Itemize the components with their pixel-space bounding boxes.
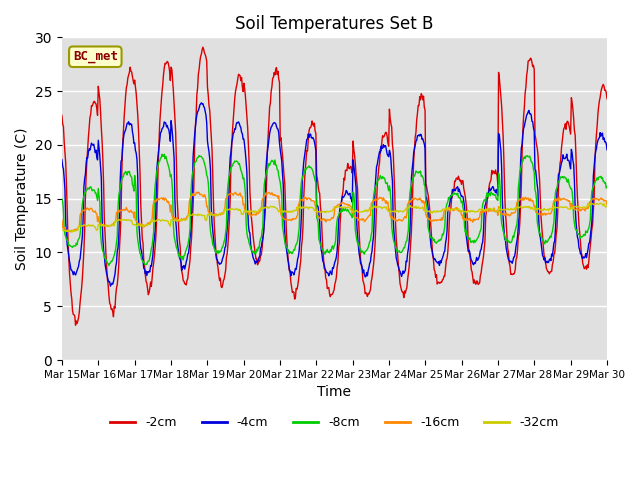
-8cm <box>105 263 113 268</box>
-8cm <box>418 173 426 179</box>
Legend: -2cm, -4cm, -8cm, -16cm, -32cm: -2cm, -4cm, -8cm, -16cm, -32cm <box>105 411 564 434</box>
-2cm <box>72 322 79 328</box>
-2cm <box>199 44 207 50</box>
-4cm <box>58 156 66 162</box>
-8cm <box>603 184 611 190</box>
-4cm <box>68 267 76 273</box>
-32cm <box>209 212 216 217</box>
-8cm <box>403 239 410 244</box>
-32cm <box>603 204 611 209</box>
-2cm <box>58 113 66 119</box>
-8cm <box>125 169 132 175</box>
Title: Soil Temperatures Set B: Soil Temperatures Set B <box>236 15 434 33</box>
-16cm <box>418 200 426 205</box>
-32cm <box>596 200 604 206</box>
-16cm <box>603 202 611 207</box>
Line: -32cm: -32cm <box>62 203 607 232</box>
-2cm <box>418 93 426 98</box>
-4cm <box>603 147 611 153</box>
-4cm <box>198 100 205 106</box>
-4cm <box>180 263 188 268</box>
Line: -16cm: -16cm <box>62 192 607 232</box>
-16cm <box>210 213 218 219</box>
-2cm <box>68 296 76 302</box>
-8cm <box>58 196 66 202</box>
-2cm <box>125 72 132 78</box>
-16cm <box>403 215 410 221</box>
-32cm <box>68 228 76 234</box>
Line: -4cm: -4cm <box>62 103 607 286</box>
-32cm <box>180 217 188 223</box>
-8cm <box>158 151 166 157</box>
Line: -8cm: -8cm <box>62 154 607 265</box>
-8cm <box>210 242 218 248</box>
-32cm <box>68 229 76 235</box>
-2cm <box>403 287 410 293</box>
-16cm <box>67 229 75 235</box>
-8cm <box>68 244 76 250</box>
-32cm <box>125 217 132 223</box>
X-axis label: Time: Time <box>317 385 351 399</box>
-16cm <box>68 228 76 234</box>
Text: BC_met: BC_met <box>73 50 118 63</box>
-4cm <box>210 236 218 242</box>
-4cm <box>418 136 426 142</box>
-32cm <box>401 207 409 213</box>
Y-axis label: Soil Temperature (C): Soil Temperature (C) <box>15 127 29 270</box>
-16cm <box>180 216 188 222</box>
-2cm <box>180 278 188 284</box>
-4cm <box>107 283 115 289</box>
-32cm <box>58 228 66 233</box>
-32cm <box>417 205 425 211</box>
-4cm <box>125 119 132 125</box>
-4cm <box>403 258 410 264</box>
-8cm <box>181 252 189 258</box>
-2cm <box>603 96 611 102</box>
Line: -2cm: -2cm <box>62 47 607 325</box>
-16cm <box>193 189 201 195</box>
-2cm <box>210 203 218 208</box>
-16cm <box>125 208 132 214</box>
-16cm <box>58 217 66 223</box>
